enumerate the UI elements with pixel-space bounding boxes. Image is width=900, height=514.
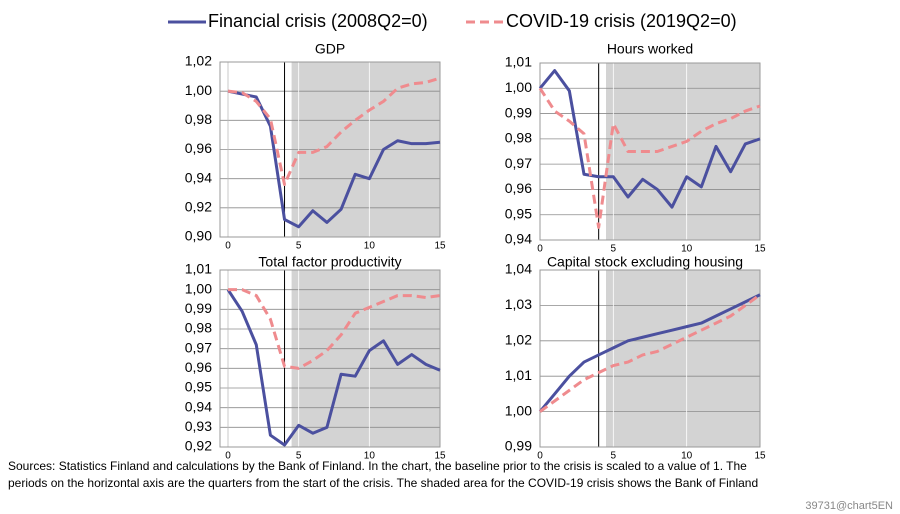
y-tick-label: 0,99 bbox=[505, 104, 532, 120]
y-tick-label: 0,95 bbox=[185, 379, 212, 395]
y-tick-label: 0,92 bbox=[185, 199, 212, 215]
series-line bbox=[538, 87, 761, 229]
y-tick-label: 1,02 bbox=[505, 332, 532, 348]
y-tick-label: 1,04 bbox=[505, 261, 532, 277]
y-tick-label: 0,90 bbox=[185, 228, 212, 244]
y-tick-label: 1,00 bbox=[185, 82, 212, 98]
y-tick-label: 0,94 bbox=[185, 169, 212, 185]
panel-title: Total factor productivity bbox=[258, 254, 401, 270]
x-tick-label: 5 bbox=[611, 451, 617, 462]
legend-label: COVID-19 crisis (2019Q2=0) bbox=[506, 11, 737, 31]
series-line bbox=[227, 76, 441, 186]
y-tick-label: 1,00 bbox=[185, 280, 212, 296]
plot-frame bbox=[219, 269, 441, 448]
x-tick-label: 10 bbox=[364, 241, 376, 252]
series-line bbox=[539, 293, 761, 413]
shaded-area bbox=[606, 270, 760, 447]
y-tick-label: 0,98 bbox=[185, 320, 212, 336]
x-tick-label: 5 bbox=[611, 244, 617, 255]
x-tick-label: 5 bbox=[296, 241, 302, 252]
y-tick-label: 1,02 bbox=[185, 53, 212, 69]
x-tick-label: 0 bbox=[537, 451, 543, 462]
y-tick-label: 0,99 bbox=[185, 300, 212, 316]
y-tick-label: 0,97 bbox=[185, 339, 212, 355]
panel-title: GDP bbox=[315, 41, 345, 57]
plot-frame bbox=[539, 62, 761, 241]
legend-label: Financial crisis (2008Q2=0) bbox=[208, 11, 428, 31]
y-tick-label: 0,94 bbox=[185, 398, 212, 414]
x-tick-label: 15 bbox=[754, 244, 766, 255]
series-line bbox=[226, 288, 441, 447]
y-tick-label: 0,95 bbox=[505, 205, 532, 221]
panel-title: Capital stock excluding housing bbox=[547, 254, 743, 270]
x-tick-label: 5 bbox=[296, 451, 302, 462]
y-tick-label: 0,96 bbox=[185, 140, 212, 156]
y-tick-label: 0,97 bbox=[505, 155, 532, 171]
y-tick-label: 1,01 bbox=[505, 367, 532, 383]
plot-frame bbox=[219, 61, 441, 238]
y-tick-label: 1,01 bbox=[505, 54, 532, 70]
series-line bbox=[538, 69, 761, 209]
y-tick-label: 0,92 bbox=[185, 438, 212, 454]
y-tick-label: 1,00 bbox=[505, 402, 532, 418]
plot-frame bbox=[539, 269, 761, 448]
y-tick-label: 0,98 bbox=[185, 111, 212, 127]
footnote: periods on the horizontal axis are the q… bbox=[8, 476, 758, 490]
x-tick-label: 15 bbox=[434, 451, 446, 462]
y-tick-label: 0,94 bbox=[505, 231, 532, 247]
series-line bbox=[228, 288, 441, 370]
y-tick-label: 1,03 bbox=[505, 296, 532, 312]
x-tick-label: 15 bbox=[434, 241, 446, 252]
x-tick-label: 0 bbox=[225, 241, 231, 252]
y-tick-label: 0,98 bbox=[505, 130, 532, 146]
x-tick-label: 10 bbox=[364, 451, 376, 462]
y-tick-label: 0,96 bbox=[185, 359, 212, 375]
x-tick-label: 10 bbox=[681, 244, 693, 255]
y-tick-label: 0,93 bbox=[185, 418, 212, 434]
panel-title: Hours worked bbox=[607, 41, 693, 57]
chart-code: 39731@chart5EN bbox=[805, 500, 893, 512]
x-tick-label: 10 bbox=[681, 451, 693, 462]
y-tick-label: 1,00 bbox=[505, 79, 532, 95]
x-tick-label: 0 bbox=[225, 451, 231, 462]
series-line bbox=[538, 293, 761, 413]
x-tick-label: 15 bbox=[754, 451, 766, 462]
y-tick-label: 0,96 bbox=[505, 180, 532, 196]
y-tick-label: 1,01 bbox=[185, 261, 212, 277]
y-tick-label: 0,99 bbox=[505, 438, 532, 454]
footnote: Sources: Statistics Finland and calculat… bbox=[8, 459, 747, 473]
x-tick-label: 0 bbox=[537, 244, 543, 255]
